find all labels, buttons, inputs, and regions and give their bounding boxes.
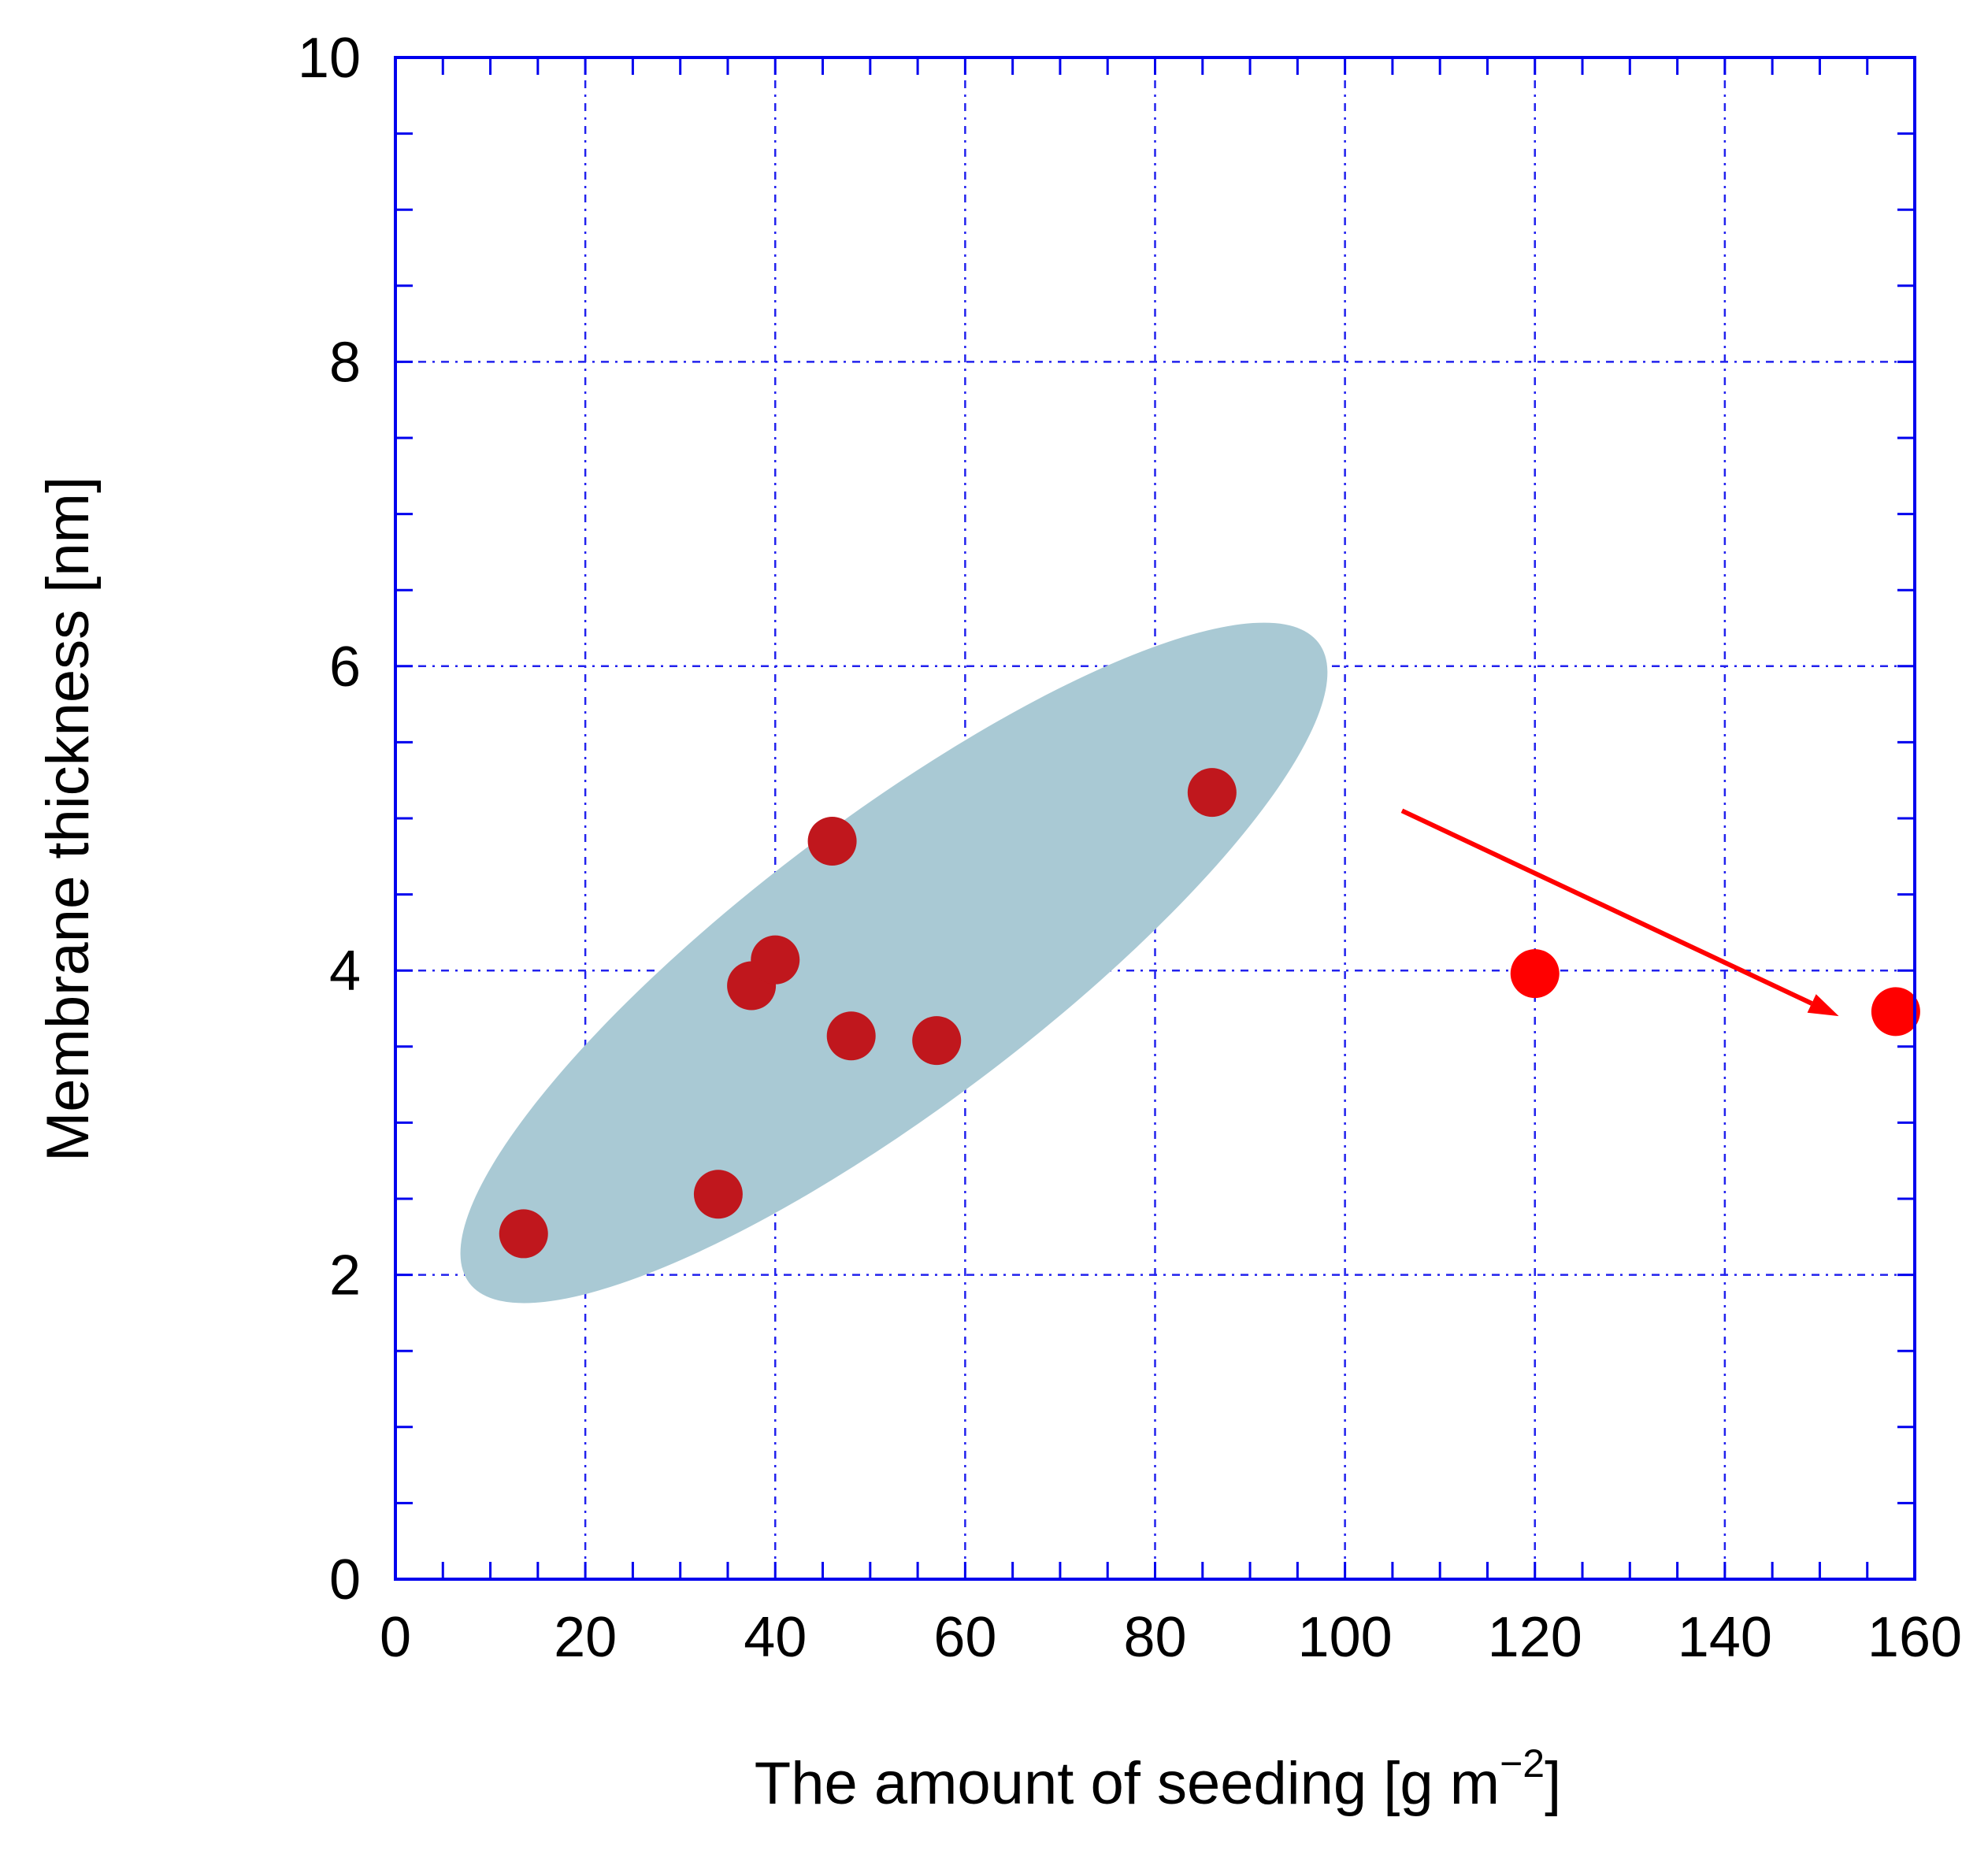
- data-points: [499, 768, 1920, 1259]
- trend-arrow-layer: [1400, 808, 1839, 1017]
- point-outliers-2: [1871, 987, 1920, 1037]
- y-axis-title: Membrane thickness [nm]: [35, 477, 102, 1162]
- x-tick-label-0: 0: [380, 1606, 411, 1669]
- x-axis-title-main: The amount of seeding [g m: [755, 1750, 1500, 1817]
- x-tick-label-100: 100: [1298, 1606, 1393, 1669]
- cluster-ellipse-layer: [460, 622, 1328, 1304]
- point-cluster-4: [751, 935, 800, 985]
- y-tick-label-8: 8: [329, 331, 361, 394]
- point-cluster-1: [499, 1209, 548, 1259]
- point-cluster-7: [912, 1016, 962, 1066]
- x-tick-label-160: 160: [1867, 1606, 1962, 1669]
- trend-arrow-head: [1807, 994, 1839, 1017]
- x-tick-labels: 0 20 40 60 80 100 120 140 160: [380, 1606, 1962, 1669]
- x-axis-title: The amount of seeding [g m−2]: [755, 1741, 1561, 1817]
- point-cluster-8: [1187, 768, 1237, 818]
- y-tick-label-0: 0: [329, 1548, 361, 1611]
- point-cluster-2: [693, 1170, 743, 1219]
- minor-ticks: [395, 57, 1915, 1579]
- y-tick-label-10: 10: [298, 27, 361, 90]
- x-tick-label-40: 40: [744, 1606, 807, 1669]
- point-cluster-6: [826, 1011, 876, 1061]
- x-tick-label-140: 140: [1678, 1606, 1772, 1669]
- trend-arrow-line: [1400, 808, 1813, 1006]
- y-tick-label-4: 4: [329, 940, 361, 1003]
- y-tick-label-6: 6: [329, 636, 361, 699]
- x-tick-label-60: 60: [933, 1606, 996, 1669]
- y-tick-labels: 0 2 4 6 8 10: [298, 27, 361, 1611]
- cluster-ellipse: [460, 622, 1328, 1304]
- x-axis-title-exponent: −2: [1500, 1741, 1545, 1786]
- x-tick-label-80: 80: [1123, 1606, 1186, 1669]
- y-tick-label-2: 2: [329, 1244, 361, 1307]
- x-tick-label-120: 120: [1488, 1606, 1582, 1669]
- point-cluster-5: [807, 816, 857, 866]
- point-outliers-1: [1510, 949, 1560, 999]
- x-axis-title-close: ]: [1545, 1750, 1561, 1817]
- x-tick-label-20: 20: [554, 1606, 617, 1669]
